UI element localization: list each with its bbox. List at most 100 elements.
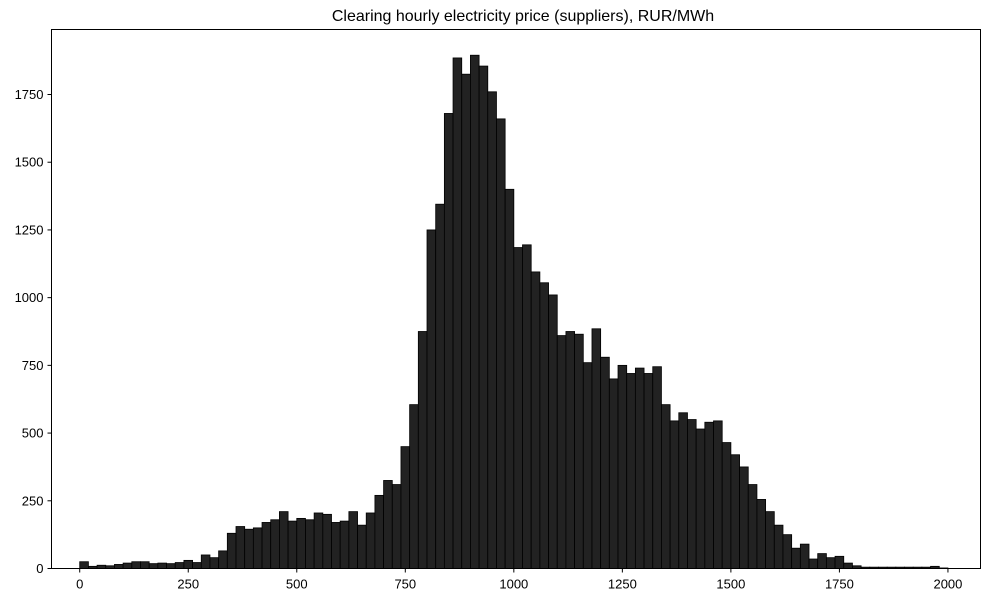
bar-36	[391, 484, 402, 569]
bar-8	[148, 563, 159, 569]
bar-51	[522, 244, 532, 569]
bar-9	[157, 562, 167, 569]
bar-10	[166, 563, 176, 569]
bar-34	[374, 494, 384, 569]
y-tick-label: 500	[22, 426, 44, 441]
y-tick-label: 1750	[15, 87, 44, 102]
bar-82	[791, 547, 801, 569]
bar-16	[218, 550, 228, 569]
bar-28	[322, 513, 332, 569]
y-tick-label: 750	[22, 358, 44, 373]
bar-0	[79, 561, 89, 569]
y-tick-label: 1500	[15, 155, 44, 170]
bar-37	[400, 446, 411, 569]
bar-32	[357, 524, 367, 569]
bars-group	[79, 54, 949, 569]
bar-83	[799, 543, 810, 569]
bar-23	[279, 511, 289, 569]
bar-15	[209, 557, 220, 569]
bar-21	[261, 522, 272, 569]
bar-74	[721, 442, 732, 569]
y-tick-label: 250	[22, 493, 44, 508]
y-tick-label: 0	[36, 561, 43, 576]
bar-27	[313, 512, 324, 569]
bar-68	[669, 420, 680, 569]
x-tick-label: 1500	[716, 577, 745, 592]
bar-20	[252, 527, 263, 569]
bar-44	[461, 73, 471, 569]
bar-46	[478, 65, 489, 569]
bar-85	[817, 553, 827, 569]
bar-35	[383, 480, 393, 569]
bar-62	[617, 364, 628, 569]
bar-25	[296, 517, 306, 569]
bar-19	[244, 528, 254, 569]
y-tick-label: 1250	[15, 222, 44, 237]
bar-54	[548, 294, 558, 569]
bar-48	[496, 118, 506, 569]
y-axis: 0 250 500 750 1000 1250 1500 1750	[15, 87, 52, 576]
bar-63	[626, 373, 636, 569]
chart-title: Clearing hourly electricity price (suppl…	[332, 8, 714, 25]
bar-71	[695, 428, 706, 569]
bar-18	[235, 526, 246, 569]
bar-40	[426, 229, 437, 569]
bar-67	[661, 404, 671, 569]
bar-11	[174, 562, 185, 569]
bar-12	[183, 559, 193, 569]
bar-26	[305, 519, 315, 569]
y-tick-label: 1000	[15, 290, 44, 305]
bar-66	[652, 366, 662, 569]
bar-55	[556, 335, 567, 569]
bar-43	[452, 57, 463, 569]
x-tick-label: 2000	[933, 577, 962, 592]
bar-5	[122, 562, 133, 569]
bar-29	[331, 522, 341, 569]
bar-75	[730, 454, 740, 569]
bar-31	[348, 511, 358, 569]
x-tick-label: 750	[394, 577, 416, 592]
bar-53	[539, 282, 549, 569]
bar-64	[634, 367, 645, 569]
bar-17	[226, 532, 237, 569]
bar-13	[192, 562, 202, 569]
bar-59	[591, 328, 602, 569]
bar-52	[530, 271, 541, 569]
bar-88	[843, 562, 853, 569]
bar-6	[131, 561, 141, 569]
bar-50	[513, 247, 523, 569]
bar-86	[825, 557, 836, 569]
bar-24	[287, 520, 298, 569]
bar-80	[773, 524, 784, 569]
bar-61	[608, 378, 619, 569]
x-tick-label: 0	[76, 577, 83, 592]
bar-73	[713, 420, 723, 569]
bar-7	[140, 561, 150, 569]
x-tick-label: 1000	[499, 577, 528, 592]
bar-30	[339, 520, 350, 569]
x-tick-label: 500	[286, 577, 308, 592]
bar-47	[487, 91, 497, 569]
x-tick-label: 1750	[825, 577, 854, 592]
bar-87	[834, 555, 845, 569]
bar-57	[574, 333, 584, 569]
bar-49	[504, 188, 515, 569]
bar-79	[765, 511, 775, 569]
bar-84	[808, 558, 819, 569]
bar-70	[687, 419, 697, 569]
bar-72	[704, 421, 714, 569]
bar-77	[747, 484, 758, 569]
bar-38	[409, 404, 419, 569]
plot-frame	[51, 29, 981, 569]
bar-22	[270, 519, 280, 569]
x-tick-label: 250	[177, 577, 199, 592]
bar-58	[582, 362, 593, 569]
bar-78	[756, 499, 767, 569]
bar-33	[365, 512, 376, 569]
bar-65	[643, 373, 654, 569]
bar-76	[739, 466, 749, 569]
bar-56	[565, 331, 575, 569]
bar-45	[470, 54, 480, 569]
bar-4	[114, 564, 124, 569]
